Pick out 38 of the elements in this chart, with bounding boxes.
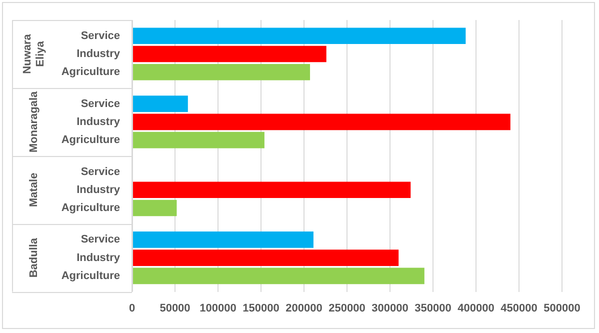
- x-tick-label: 300000: [372, 302, 408, 314]
- bar: [132, 232, 314, 248]
- x-tick-label: 400000: [458, 302, 494, 314]
- text: Agriculture: [61, 134, 120, 146]
- x-tick-label: 200000: [286, 302, 322, 314]
- text: Industry: [76, 252, 120, 264]
- text: Agriculture: [61, 202, 120, 214]
- y-tick-label: Matale: [28, 172, 40, 207]
- bar: [132, 132, 264, 148]
- series-label: Industry: [76, 48, 121, 60]
- y-tick-label: Badulla: [28, 237, 40, 278]
- bar: [132, 268, 424, 284]
- y-tick-label: Monaragala: [28, 90, 40, 152]
- series-label: Agriculture: [61, 66, 120, 78]
- y-tick-label: Nuwara Eliya: [22, 33, 47, 74]
- x-tick-label: 0: [128, 302, 136, 314]
- x-tick-label: 50000: [160, 302, 190, 314]
- bar: [132, 250, 399, 266]
- text: Service: [80, 98, 120, 110]
- text: Service: [80, 234, 120, 246]
- x-tick-label: 500000: [544, 302, 580, 314]
- bar: [132, 46, 326, 62]
- x-tick-label: 250000: [328, 302, 366, 314]
- x-tick-label: 450000: [500, 302, 538, 314]
- x-tick-label: 150000: [242, 302, 280, 314]
- bar: [132, 114, 510, 130]
- text: Industry: [76, 184, 120, 196]
- bar: [132, 200, 177, 216]
- bar: [132, 182, 411, 198]
- x-tick-label: 350000: [414, 302, 452, 314]
- series-label: Service: [80, 30, 120, 42]
- bar: [132, 28, 466, 44]
- text: Service: [80, 166, 120, 178]
- bar: [132, 96, 188, 112]
- text: Agriculture: [61, 270, 120, 282]
- x-tick-label: 100000: [200, 302, 236, 314]
- bar: [132, 64, 310, 80]
- text: Industry: [76, 116, 120, 128]
